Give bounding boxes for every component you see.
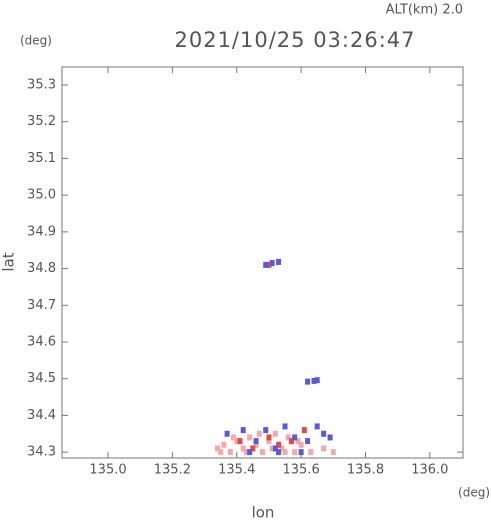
- echo-cell: [214, 445, 220, 452]
- echo-cell: [227, 449, 233, 456]
- echo-cell: [266, 261, 272, 268]
- echo-cell: [263, 261, 269, 268]
- y-tick-label: 35.1: [27, 151, 56, 166]
- echo-cell: [298, 449, 304, 456]
- echo-cell: [250, 445, 256, 452]
- y-tick-label: 34.6: [27, 334, 56, 349]
- x-unit: (deg): [458, 486, 490, 500]
- echo-cell: [282, 449, 288, 456]
- echo-cell: [269, 445, 275, 452]
- echo-cell: [285, 434, 291, 441]
- y-tick-label: 34.9: [27, 224, 56, 239]
- echo-cell: [292, 434, 298, 441]
- echo-cell: [305, 438, 311, 445]
- y-tick-label: 34.3: [27, 445, 56, 460]
- echo-cell: [269, 260, 275, 267]
- echo-cell: [276, 258, 282, 265]
- echo-cell: [276, 441, 282, 448]
- echo-cell: [292, 449, 298, 456]
- echo-cell: [260, 449, 265, 456]
- echo-cell: [301, 427, 307, 434]
- echo-cell: [224, 430, 230, 437]
- y-tick-label: 34.5: [27, 371, 56, 386]
- echo-cell: [295, 438, 301, 445]
- echo-cell: [234, 438, 240, 445]
- echo-cell: [243, 449, 249, 456]
- echo-cell: [279, 445, 285, 452]
- x-tick-label: 135.2: [154, 463, 191, 478]
- echo-cell: [321, 430, 327, 437]
- echo-cell: [263, 427, 269, 434]
- chart-title: 2021/10/25 03:26:47: [174, 28, 415, 52]
- echo-cell: [308, 449, 314, 456]
- y-tick-label: 35.3: [27, 77, 56, 92]
- y-tick-label: 35.2: [27, 114, 56, 129]
- x-axis-label: lon: [252, 504, 275, 521]
- x-tick-label: 136.0: [411, 463, 448, 478]
- echo-cell: [314, 423, 320, 430]
- echo-cell: [218, 449, 224, 456]
- x-tick-label: 135.6: [283, 463, 320, 478]
- echo-cell: [247, 434, 253, 441]
- echo-cell: [311, 377, 317, 384]
- x-tick-label: 135.8: [347, 463, 384, 478]
- x-tick-label: 135.4: [218, 463, 255, 478]
- y-tick-label: 34.4: [27, 408, 56, 423]
- y-tick-label: 35.0: [27, 188, 56, 203]
- echo-cell: [298, 441, 304, 448]
- echo-cell: [314, 377, 320, 384]
- echo-cell: [272, 430, 278, 437]
- echo-cell: [305, 378, 311, 385]
- y-axis-label: lat: [0, 252, 18, 271]
- echo-cell: [253, 441, 259, 448]
- echo-cell: [256, 430, 262, 437]
- echo-cell: [327, 434, 333, 441]
- echo-cell: [237, 438, 243, 445]
- altitude-label: ALT(km) 2.0: [386, 3, 463, 18]
- y-tick-label: 34.7: [27, 298, 56, 313]
- echo-cell: [272, 445, 278, 452]
- echo-cell: [253, 438, 259, 445]
- echo-cell: [266, 434, 272, 441]
- echo-cell: [282, 423, 288, 430]
- echo-cell: [221, 441, 227, 448]
- x-tick-label: 135.0: [89, 463, 126, 478]
- plot-frame: [61, 66, 464, 459]
- echo-cell: [321, 445, 327, 452]
- echo-cell: [240, 445, 246, 452]
- echo-cell: [288, 438, 294, 445]
- echo-cell: [266, 438, 272, 445]
- echo-cell: [276, 449, 282, 456]
- y-unit: (deg): [20, 34, 52, 48]
- y-tick-label: 34.8: [27, 261, 56, 276]
- echo-cell: [231, 434, 237, 441]
- echo-cell: [330, 449, 336, 456]
- echo-cell: [247, 449, 253, 456]
- echo-cell: [240, 427, 246, 434]
